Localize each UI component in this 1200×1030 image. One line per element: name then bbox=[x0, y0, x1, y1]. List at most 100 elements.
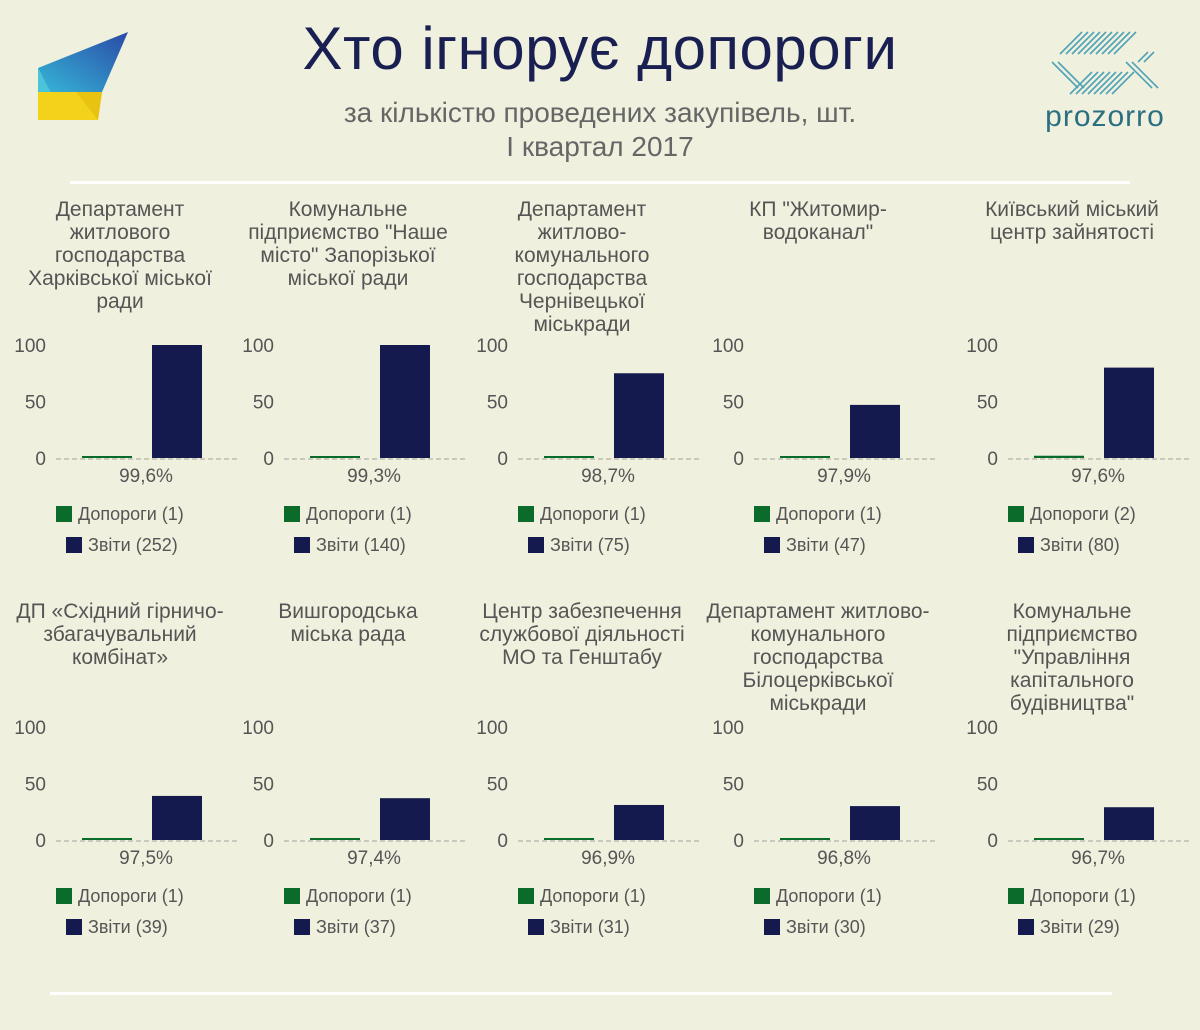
legend-item-zvity: Звіти (29) bbox=[1018, 917, 1120, 937]
chart-panel: Комунальне підприємство "Наше місто" Запор… bbox=[228, 198, 468, 578]
legend-label: Допороги (1) bbox=[540, 504, 646, 524]
prozorro-logo: prozorro bbox=[1030, 28, 1180, 138]
percent-label: 97,5% bbox=[119, 848, 173, 869]
chart-title: Київський міський центр зайнятості bbox=[952, 198, 1192, 244]
chart-title-line: підприємство "Наше bbox=[248, 221, 448, 244]
y-tick-label: 50 bbox=[723, 393, 744, 414]
y-tick-label: 0 bbox=[263, 449, 274, 470]
bar-dopor bbox=[1034, 838, 1084, 840]
percent-label: 96,8% bbox=[817, 848, 871, 869]
y-tick-label: 0 bbox=[263, 831, 274, 852]
legend-label: Допороги (1) bbox=[78, 886, 184, 906]
chart-title-line: житлового bbox=[69, 221, 171, 244]
y-tick-label: 0 bbox=[497, 831, 508, 852]
chart-title-line: водоканал" bbox=[762, 221, 874, 244]
y-tick-label: 50 bbox=[25, 775, 46, 796]
y-tick-label: 50 bbox=[977, 775, 998, 796]
chart-title-line: комунального bbox=[750, 623, 886, 646]
y-tick-label: 100 bbox=[966, 718, 998, 739]
chart-panel: Департамент житлово-комунального господарс… bbox=[462, 198, 702, 578]
legend-swatch bbox=[284, 506, 300, 522]
legend-swatch bbox=[764, 919, 780, 935]
legend-swatch bbox=[1018, 919, 1034, 935]
bar-zvity bbox=[380, 798, 430, 840]
chart-title-line: Департамент житлово- bbox=[706, 600, 930, 623]
bar-chart: 100 50 0 97,4% bbox=[242, 718, 466, 869]
legend-label: Звіти (30) bbox=[786, 917, 866, 937]
bar-chart: 100 50 0 97,9% bbox=[712, 336, 936, 487]
y-tick-label: 100 bbox=[14, 336, 46, 357]
legend-swatch bbox=[1008, 888, 1024, 904]
y-tick-label: 100 bbox=[14, 718, 46, 739]
chart-title-line: житлово- bbox=[537, 221, 627, 244]
legend-item-dopor: Допороги (1) bbox=[56, 886, 184, 906]
legend-swatch bbox=[284, 888, 300, 904]
y-tick-label: 100 bbox=[242, 336, 274, 357]
y-tick-label: 0 bbox=[35, 449, 46, 470]
chart-title: Комунальне підприємство "Наше місто" Запор… bbox=[228, 198, 468, 290]
legend-swatch bbox=[528, 919, 544, 935]
legend-label: Звіти (47) bbox=[786, 535, 866, 555]
page-subtitle: за кількістю проведених закупівель, шт. … bbox=[0, 96, 1200, 164]
legend-swatch bbox=[66, 537, 82, 553]
chart-title: ДП «Східний гірничо-збагачувальний комбін… bbox=[0, 600, 240, 669]
y-tick-label: 50 bbox=[487, 775, 508, 796]
y-tick-label: 0 bbox=[497, 449, 508, 470]
y-tick-label: 0 bbox=[733, 449, 744, 470]
bar-dopor bbox=[82, 838, 132, 840]
legend-item-zvity: Звіти (140) bbox=[294, 535, 406, 555]
chart-title-line: господарства bbox=[516, 267, 648, 290]
y-tick-label: 50 bbox=[723, 775, 744, 796]
chart-panel: Вишгородська міська рада 100 50 0 97,4% Допоро… bbox=[228, 600, 468, 980]
ukraine-flag-logo bbox=[36, 30, 130, 122]
chart-panel: Київський міський центр зайнятості 100 50 0 9… bbox=[952, 198, 1192, 578]
bar-dopor bbox=[310, 456, 360, 458]
y-tick-label: 50 bbox=[25, 393, 46, 414]
legend-item-dopor: Допороги (1) bbox=[284, 886, 412, 906]
bar-zvity bbox=[850, 806, 900, 840]
y-tick-label: 100 bbox=[242, 718, 274, 739]
bar-chart: 100 50 0 96,7% bbox=[966, 718, 1190, 869]
bar-dopor bbox=[1034, 455, 1084, 458]
bar-chart: 100 50 0 97,6% bbox=[966, 336, 1190, 487]
y-tick-label: 100 bbox=[712, 336, 744, 357]
bar-dopor bbox=[780, 456, 830, 458]
legend-label: Допороги (1) bbox=[540, 886, 646, 906]
chart-title-line: Білоцерківської bbox=[742, 669, 894, 692]
legend-item-dopor: Допороги (1) bbox=[754, 886, 882, 906]
chart-title-line: збагачувальний bbox=[43, 623, 197, 646]
bar-zvity bbox=[152, 345, 202, 458]
bar-dopor bbox=[780, 838, 830, 840]
bar-chart: 100 50 0 98,7% bbox=[476, 336, 700, 487]
chart-title-line: службової діяльності bbox=[479, 623, 685, 646]
chart-title: Департамент житлово-комунального господар… bbox=[698, 600, 938, 715]
bar-chart: 100 50 0 97,5% bbox=[14, 718, 238, 869]
chart-title: Комунальне підприємство "Управління капітал… bbox=[952, 600, 1192, 715]
percent-label: 96,9% bbox=[581, 848, 635, 869]
y-tick-label: 0 bbox=[733, 831, 744, 852]
legend-item-zvity: Звіти (30) bbox=[764, 917, 866, 937]
chart-title-line: "Управління bbox=[1013, 646, 1131, 669]
chart-title-line: комбінат» bbox=[71, 646, 169, 669]
legend-swatch bbox=[528, 537, 544, 553]
chart-panel: ДП «Східний гірничо-збагачувальний комбін… bbox=[0, 600, 240, 980]
chart-title-line: господарства bbox=[54, 244, 186, 267]
bar-dopor bbox=[310, 838, 360, 840]
legend-swatch bbox=[66, 919, 82, 935]
bar-zvity bbox=[1104, 367, 1154, 458]
legend-label: Допороги (2) bbox=[1030, 504, 1136, 524]
y-tick-label: 0 bbox=[987, 831, 998, 852]
legend-label: Допороги (1) bbox=[776, 504, 882, 524]
chart-title-line: міської ради bbox=[287, 267, 409, 290]
legend-swatch bbox=[754, 506, 770, 522]
legend-label: Звіти (75) bbox=[550, 535, 630, 555]
legend-item-zvity: Звіти (75) bbox=[528, 535, 630, 555]
legend-swatch bbox=[294, 537, 310, 553]
chart-title-line: МО та Генштабу bbox=[502, 646, 662, 669]
page-title: Хто ігнорує допороги bbox=[302, 15, 898, 82]
chart-title-line: будівництва" bbox=[1009, 692, 1135, 715]
legend-swatch bbox=[1018, 537, 1034, 553]
legend-item-zvity: Звіти (37) bbox=[294, 917, 396, 937]
subtitle-line-1: за кількістю проведених закупівель, шт. bbox=[343, 97, 857, 128]
bar-zvity bbox=[614, 804, 664, 840]
